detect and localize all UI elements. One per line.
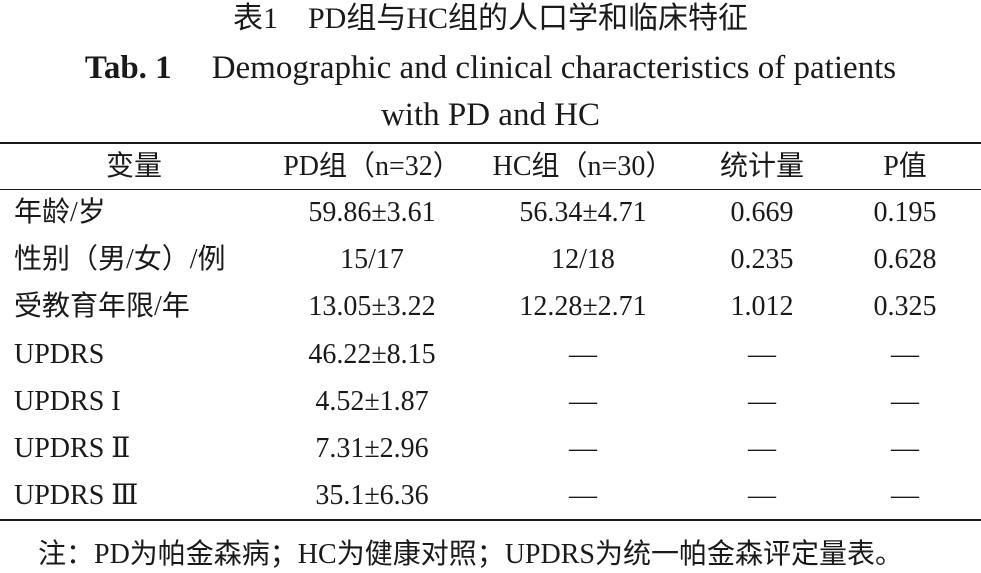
table-cell: — (891, 385, 919, 417)
table-cell: 年龄/岁 (14, 197, 106, 228)
table-cell: UPDRS (14, 338, 105, 370)
table-cell: — (569, 338, 597, 370)
footnote: 注：PD为帕金森病；HC为健康对照；UPDRS为统一帕金森评定量表。 (38, 539, 903, 570)
title-en-text: Demographic and clinical characteristics… (211, 50, 897, 86)
header-rule (0, 189, 981, 190)
table-cell: — (891, 433, 919, 464)
table-cell: UPDRS Ⅲ (14, 480, 139, 512)
table-label: Tab. 1 (84, 50, 172, 86)
table-cell: 0.669 (730, 197, 794, 228)
table-cell: 15/17 (340, 244, 404, 276)
table-cell: — (891, 480, 919, 512)
table-cell: 56.34±4.71 (519, 197, 647, 228)
header-cell: P值 (883, 151, 927, 182)
bottom-rule (0, 519, 981, 521)
title-en: Tab. 1 Demographic and clinical character… (0, 52, 981, 85)
table-cell: — (569, 385, 597, 417)
table-cell: 性别（男/女）/例 (14, 244, 226, 276)
header-cell: PD组（n=32） (283, 151, 461, 182)
table-cell: — (569, 433, 597, 464)
table-cell: 0.325 (873, 291, 937, 323)
table-cell: 35.1±6.36 (315, 480, 429, 512)
table-cell: UPDRS Ⅱ (14, 433, 131, 464)
table-cell: 0.235 (730, 244, 794, 276)
table-cell: 46.22±8.15 (308, 338, 436, 370)
title-en-text: with PD and HC (380, 97, 601, 133)
table-cell: — (891, 338, 919, 370)
table-cell: — (748, 480, 776, 512)
header-cell: HC组（n=30） (492, 151, 674, 182)
title-cn: 表1 PD组与HC组的人口学和临床特征 (232, 2, 749, 35)
top-rule (0, 142, 981, 144)
table-cell: — (748, 338, 776, 370)
table-cell: 0.195 (873, 197, 937, 228)
table-cell: 4.52±1.87 (315, 385, 429, 417)
table-cell: — (569, 480, 597, 512)
table-cell: 13.05±3.22 (308, 291, 436, 323)
table-cell: 1.012 (730, 291, 794, 323)
table-cell: 0.628 (873, 244, 937, 276)
table-cell: 受教育年限/年 (14, 291, 190, 323)
table-cell: 12/18 (551, 244, 615, 276)
table-cell: 7.31±2.96 (315, 433, 429, 464)
header-cell: 统计量 (719, 151, 804, 182)
table-cell: — (748, 433, 776, 464)
header-cell: 变量 (105, 151, 162, 182)
table-cell: 59.86±3.61 (308, 197, 436, 228)
table-cell: — (748, 385, 776, 417)
table-cell: 12.28±2.71 (519, 291, 647, 323)
table-cell: UPDRS I (14, 385, 121, 417)
